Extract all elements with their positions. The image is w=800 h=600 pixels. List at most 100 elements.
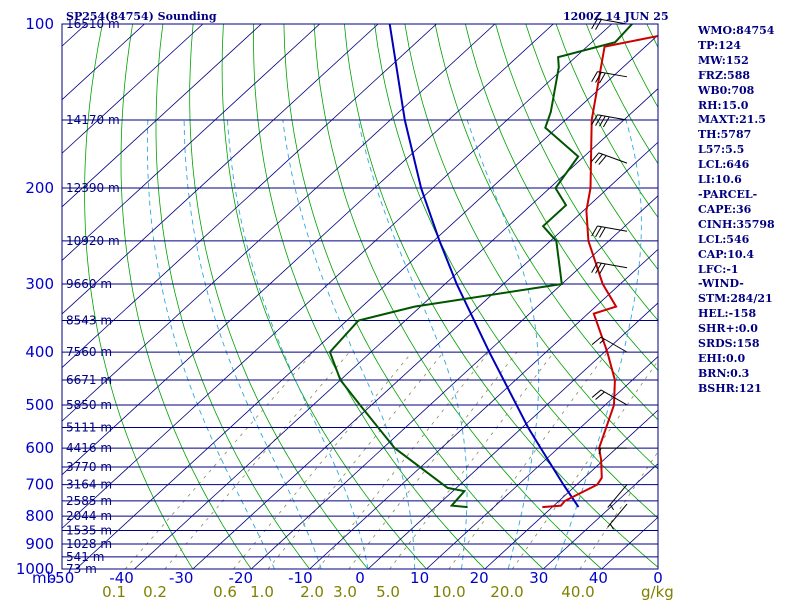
barb-full-flag <box>595 19 602 30</box>
dry-adiabat-line <box>344 24 658 568</box>
temperature-tick-label: 20 <box>470 569 489 587</box>
wind-barb <box>591 225 628 238</box>
temperature-tick-label: 0 <box>355 569 365 587</box>
dry-adiabat-line <box>465 24 658 371</box>
temperature-tick-label: -50 <box>50 569 75 587</box>
wind-barb <box>591 389 628 406</box>
mixing-ratio-line <box>233 351 413 569</box>
barb-staff <box>598 152 628 164</box>
mixing-ratio-line <box>389 351 555 569</box>
height-label: 2585 m <box>66 494 112 508</box>
plot-border <box>61 23 659 570</box>
dry-adiabat-line <box>221 24 427 569</box>
temperature-profile <box>542 34 658 509</box>
height-label: 541 m <box>66 550 104 564</box>
wind-barb <box>607 484 628 511</box>
temperature-tick-label: 30 <box>529 569 548 587</box>
moist-adiabat-line <box>183 119 322 569</box>
isotherm-line <box>192 141 658 569</box>
barb-staff <box>600 336 628 353</box>
pressure-tick-label: 500 <box>25 396 54 414</box>
barb-half-flag <box>609 523 615 530</box>
index-item: CAPE:36 <box>698 202 752 216</box>
temperature-tick-label: 40 <box>589 569 608 587</box>
height-label: 9660 m <box>66 277 112 291</box>
mixing-ratio-label: 20.0 <box>490 583 523 600</box>
index-item: MW:152 <box>698 53 749 67</box>
moist-adiabat-line <box>146 119 276 569</box>
chart-timestamp: 1200Z 14 JUN 25 <box>563 10 669 23</box>
moist-adiabat-line <box>227 119 369 569</box>
mixing-ratio-line <box>317 351 490 569</box>
mixing-ratio-label: 0.1 <box>102 583 126 600</box>
index-item: LCL:546 <box>698 232 750 246</box>
index-item: SHR+:0.0 <box>698 322 758 336</box>
mixing-ratio-label: 10.0 <box>432 583 465 600</box>
isotherm-line <box>367 302 658 569</box>
barb-full-flag <box>599 227 606 238</box>
barb-full-flag <box>599 263 606 275</box>
index-item: L57:5.5 <box>698 143 745 157</box>
height-label: 12390 m <box>66 181 120 195</box>
dry-adiabat-line <box>525 24 658 271</box>
index-item: CAP:10.4 <box>698 247 755 261</box>
mixing-ratio-label: 0.6 <box>213 583 237 600</box>
mixing-ratio-line <box>579 451 658 569</box>
parcel-path <box>388 24 580 508</box>
barb-half-flag <box>598 447 602 455</box>
pressure-tick-label: 400 <box>25 343 54 361</box>
index-item: RH:15.0 <box>698 98 749 112</box>
mixing-ratio-label: 5.0 <box>376 583 400 600</box>
pressure-tick-label: 300 <box>25 275 54 293</box>
temperature-tick-label: -20 <box>229 569 254 587</box>
barb-staff <box>597 261 628 269</box>
index-item: LCL:646 <box>698 158 750 172</box>
mixing-ratio-unit-label: g/kg <box>641 583 674 600</box>
barb-full-flag <box>595 226 602 238</box>
temperature-tick-label: 0 <box>653 569 663 587</box>
height-label: 5850 m <box>66 398 112 412</box>
height-label: 1535 m <box>66 524 112 538</box>
moist-adiabat-line <box>554 119 642 569</box>
isotherm-line <box>250 195 658 569</box>
barb-full-flag <box>590 152 600 163</box>
index-item: SRDS:158 <box>698 337 760 351</box>
index-item: MAXT:21.5 <box>698 113 766 127</box>
index-item: EHI:0.0 <box>698 351 746 365</box>
height-label: 2044 m <box>66 509 112 523</box>
mixing-ratio-label: 0.2 <box>143 583 167 600</box>
isotherm-line <box>134 88 658 569</box>
mixing-ratio-label: 40.0 <box>561 583 594 600</box>
barb-full-flag <box>602 116 610 128</box>
stability-indices-panel: WMO:84754 TP:124 MW:152 FRZ:588 WB0:708 RH:15… <box>698 24 775 397</box>
isotherm-line <box>62 24 320 261</box>
barb-staff <box>597 71 628 78</box>
barb-full-flag <box>595 391 605 400</box>
barb-full-flag <box>591 336 602 346</box>
dry-adiabat-line <box>283 24 544 569</box>
mixing-ratio-line <box>348 351 518 569</box>
pressure-tick-label: 600 <box>25 439 54 457</box>
height-label: 14170 m <box>66 113 120 127</box>
isotherm-line <box>75 34 658 569</box>
x-axis-unit-label: mb <box>32 569 56 587</box>
index-item: BSHR:121 <box>698 381 762 395</box>
moist-adiabat-line <box>466 119 540 569</box>
isotherm-line <box>309 248 658 569</box>
isotherm-line <box>62 24 379 315</box>
height-label: 3770 m <box>66 460 112 474</box>
isotherm-line <box>62 24 262 208</box>
index-item: BRN:0.3 <box>698 366 750 380</box>
barb-staff <box>600 389 628 406</box>
height-label: 73 m <box>66 562 97 576</box>
barb-full-flag <box>598 155 607 165</box>
index-item: CINH:35798 <box>698 217 775 231</box>
temperature-tick-label: 10 <box>410 569 429 587</box>
pressure-tick-label: 100 <box>25 15 54 33</box>
height-label: 7560 m <box>66 345 112 359</box>
chart-title: SP254(84754) Sounding <box>66 10 217 23</box>
isotherm-line <box>0 24 28 569</box>
wind-barb <box>607 503 628 530</box>
wind-barb <box>590 152 628 165</box>
